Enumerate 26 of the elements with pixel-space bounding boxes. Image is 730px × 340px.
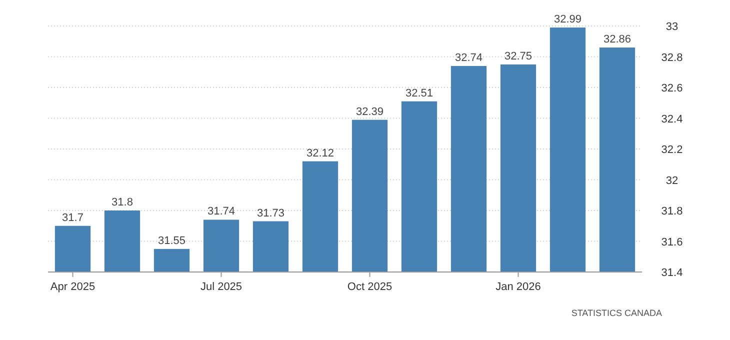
y-tick-label: 31.4 — [661, 267, 683, 279]
data-label: 31.74 — [207, 206, 236, 218]
data-label: 32.99 — [554, 14, 582, 26]
data-label: 31.7 — [62, 212, 84, 224]
data-label: 32.12 — [306, 147, 334, 160]
data-label: 32.75 — [504, 50, 532, 62]
data-label: 32.86 — [603, 34, 632, 46]
y-tick-label: 32.4 — [661, 113, 683, 126]
data-label: 32.51 — [405, 87, 434, 100]
data-label: 32.74 — [454, 52, 483, 64]
x-tick-label: Jan 2026 — [496, 281, 541, 293]
y-tick-label: 32.6 — [661, 82, 683, 94]
y-tick-label: 31.6 — [661, 236, 683, 248]
data-label: 31.55 — [158, 234, 186, 247]
text: STATISTICS CANADA — [571, 308, 662, 318]
y-tick-label: 32.2 — [661, 144, 683, 156]
y-tick-label: 32.8 — [661, 52, 683, 64]
x-tick-label: Apr 2025 — [50, 281, 96, 293]
data-label: 31.8 — [112, 196, 133, 208]
data-label: 32.39 — [356, 106, 384, 118]
y-tick-label: 31.8 — [661, 206, 683, 218]
y-tick-label: 32 — [666, 174, 678, 187]
data-label: 31.73 — [256, 207, 285, 220]
x-tick-label: Jul 2025 — [200, 281, 242, 293]
x-tick-label: Oct 2025 — [347, 281, 392, 293]
y-tick-label: 33 — [666, 21, 678, 33]
